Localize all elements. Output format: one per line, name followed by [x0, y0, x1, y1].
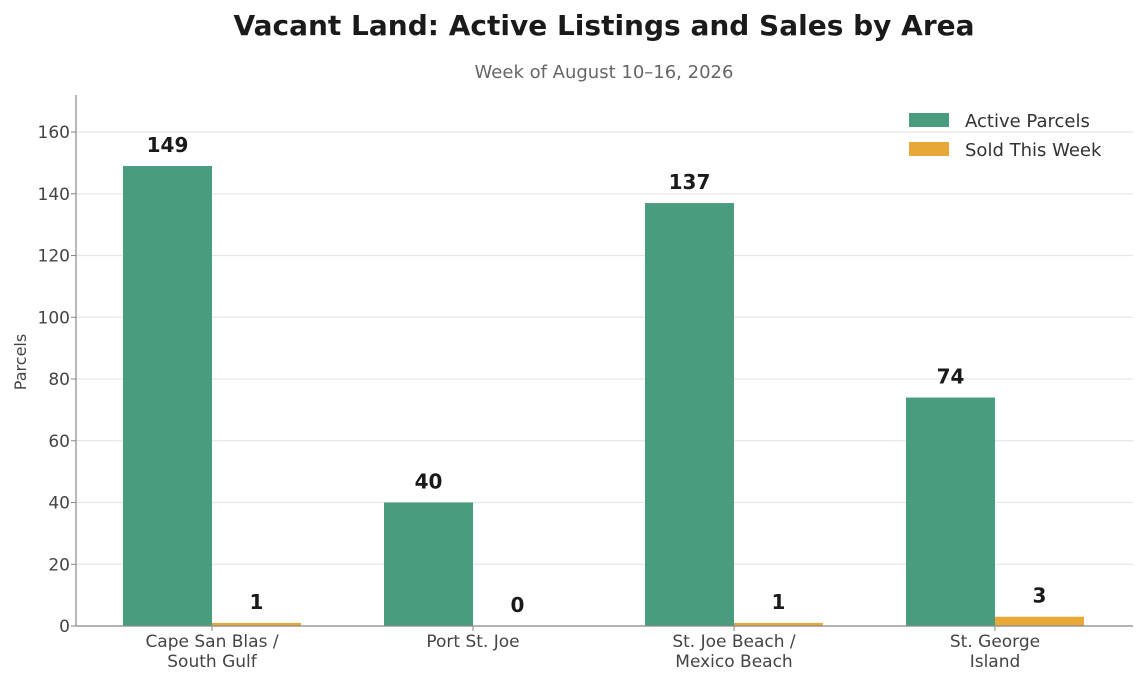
- bar-active: [645, 203, 734, 627]
- x-axis-ticks: Cape San Blas / South Gulf Port St. Joe St.…: [145, 626, 1040, 672]
- bars: [123, 166, 1084, 627]
- x-tick-label-line: Cape San Blas /: [145, 632, 278, 652]
- axes: [75, 95, 1133, 627]
- x-tick-label-line: Mexico Beach: [675, 652, 792, 672]
- data-label: 40: [415, 470, 443, 494]
- x-tick-label: Port St. Joe: [426, 632, 519, 652]
- data-label: 74: [937, 365, 965, 389]
- y-tick-label: 100: [38, 308, 70, 328]
- bar-active: [906, 397, 995, 626]
- legend-label: Sold This Week: [965, 140, 1102, 161]
- chart-subtitle: Week of August 10–16, 2026: [475, 62, 734, 83]
- y-tick-label: 120: [38, 247, 70, 267]
- bar-sold: [995, 616, 1084, 626]
- chart-title: Vacant Land: Active Listings and Sales b…: [233, 9, 974, 42]
- x-tick-label: Cape San Blas / South Gulf: [145, 632, 278, 672]
- bar-sold: [734, 622, 823, 626]
- bar-active: [123, 166, 212, 627]
- gridlines: [76, 131, 1133, 565]
- y-tick-label: 80: [48, 370, 70, 390]
- x-tick-label-line: St. Joe Beach /: [672, 632, 796, 652]
- bar-active: [384, 502, 473, 626]
- y-axis-label: Parcels: [11, 334, 30, 390]
- legend: Active Parcels Sold This Week: [909, 111, 1102, 161]
- x-tick-label-line: Island: [970, 652, 1021, 672]
- x-tick-label-line: Port St. Joe: [426, 632, 519, 652]
- legend-label: Active Parcels: [965, 111, 1090, 132]
- data-label: 1: [772, 590, 786, 614]
- y-axis-ticks: 0 20 40 60 80 100 120 140 160: [38, 123, 76, 637]
- data-label: 0: [511, 593, 525, 617]
- data-label: 3: [1033, 584, 1047, 608]
- y-tick-label: 60: [48, 432, 70, 452]
- x-tick-label-line: St. George: [950, 632, 1040, 652]
- y-tick-label: 20: [48, 555, 70, 575]
- y-tick-label: 40: [48, 494, 70, 514]
- legend-swatch: [909, 113, 949, 127]
- bar-sold: [212, 622, 301, 626]
- x-tick-label: St. Joe Beach / Mexico Beach: [672, 632, 796, 672]
- y-tick-label: 0: [59, 617, 70, 637]
- x-tick-label-line: South Gulf: [167, 652, 257, 672]
- legend-swatch: [909, 142, 949, 156]
- data-label: 1: [250, 590, 264, 614]
- y-tick-label: 140: [38, 185, 70, 205]
- x-tick-label: St. George Island: [950, 632, 1040, 672]
- data-label: 137: [669, 170, 711, 194]
- y-tick-label: 160: [38, 123, 70, 143]
- data-label: 149: [147, 133, 189, 157]
- data-labels: 149 40 137 74 1 0 1 3: [147, 133, 1047, 617]
